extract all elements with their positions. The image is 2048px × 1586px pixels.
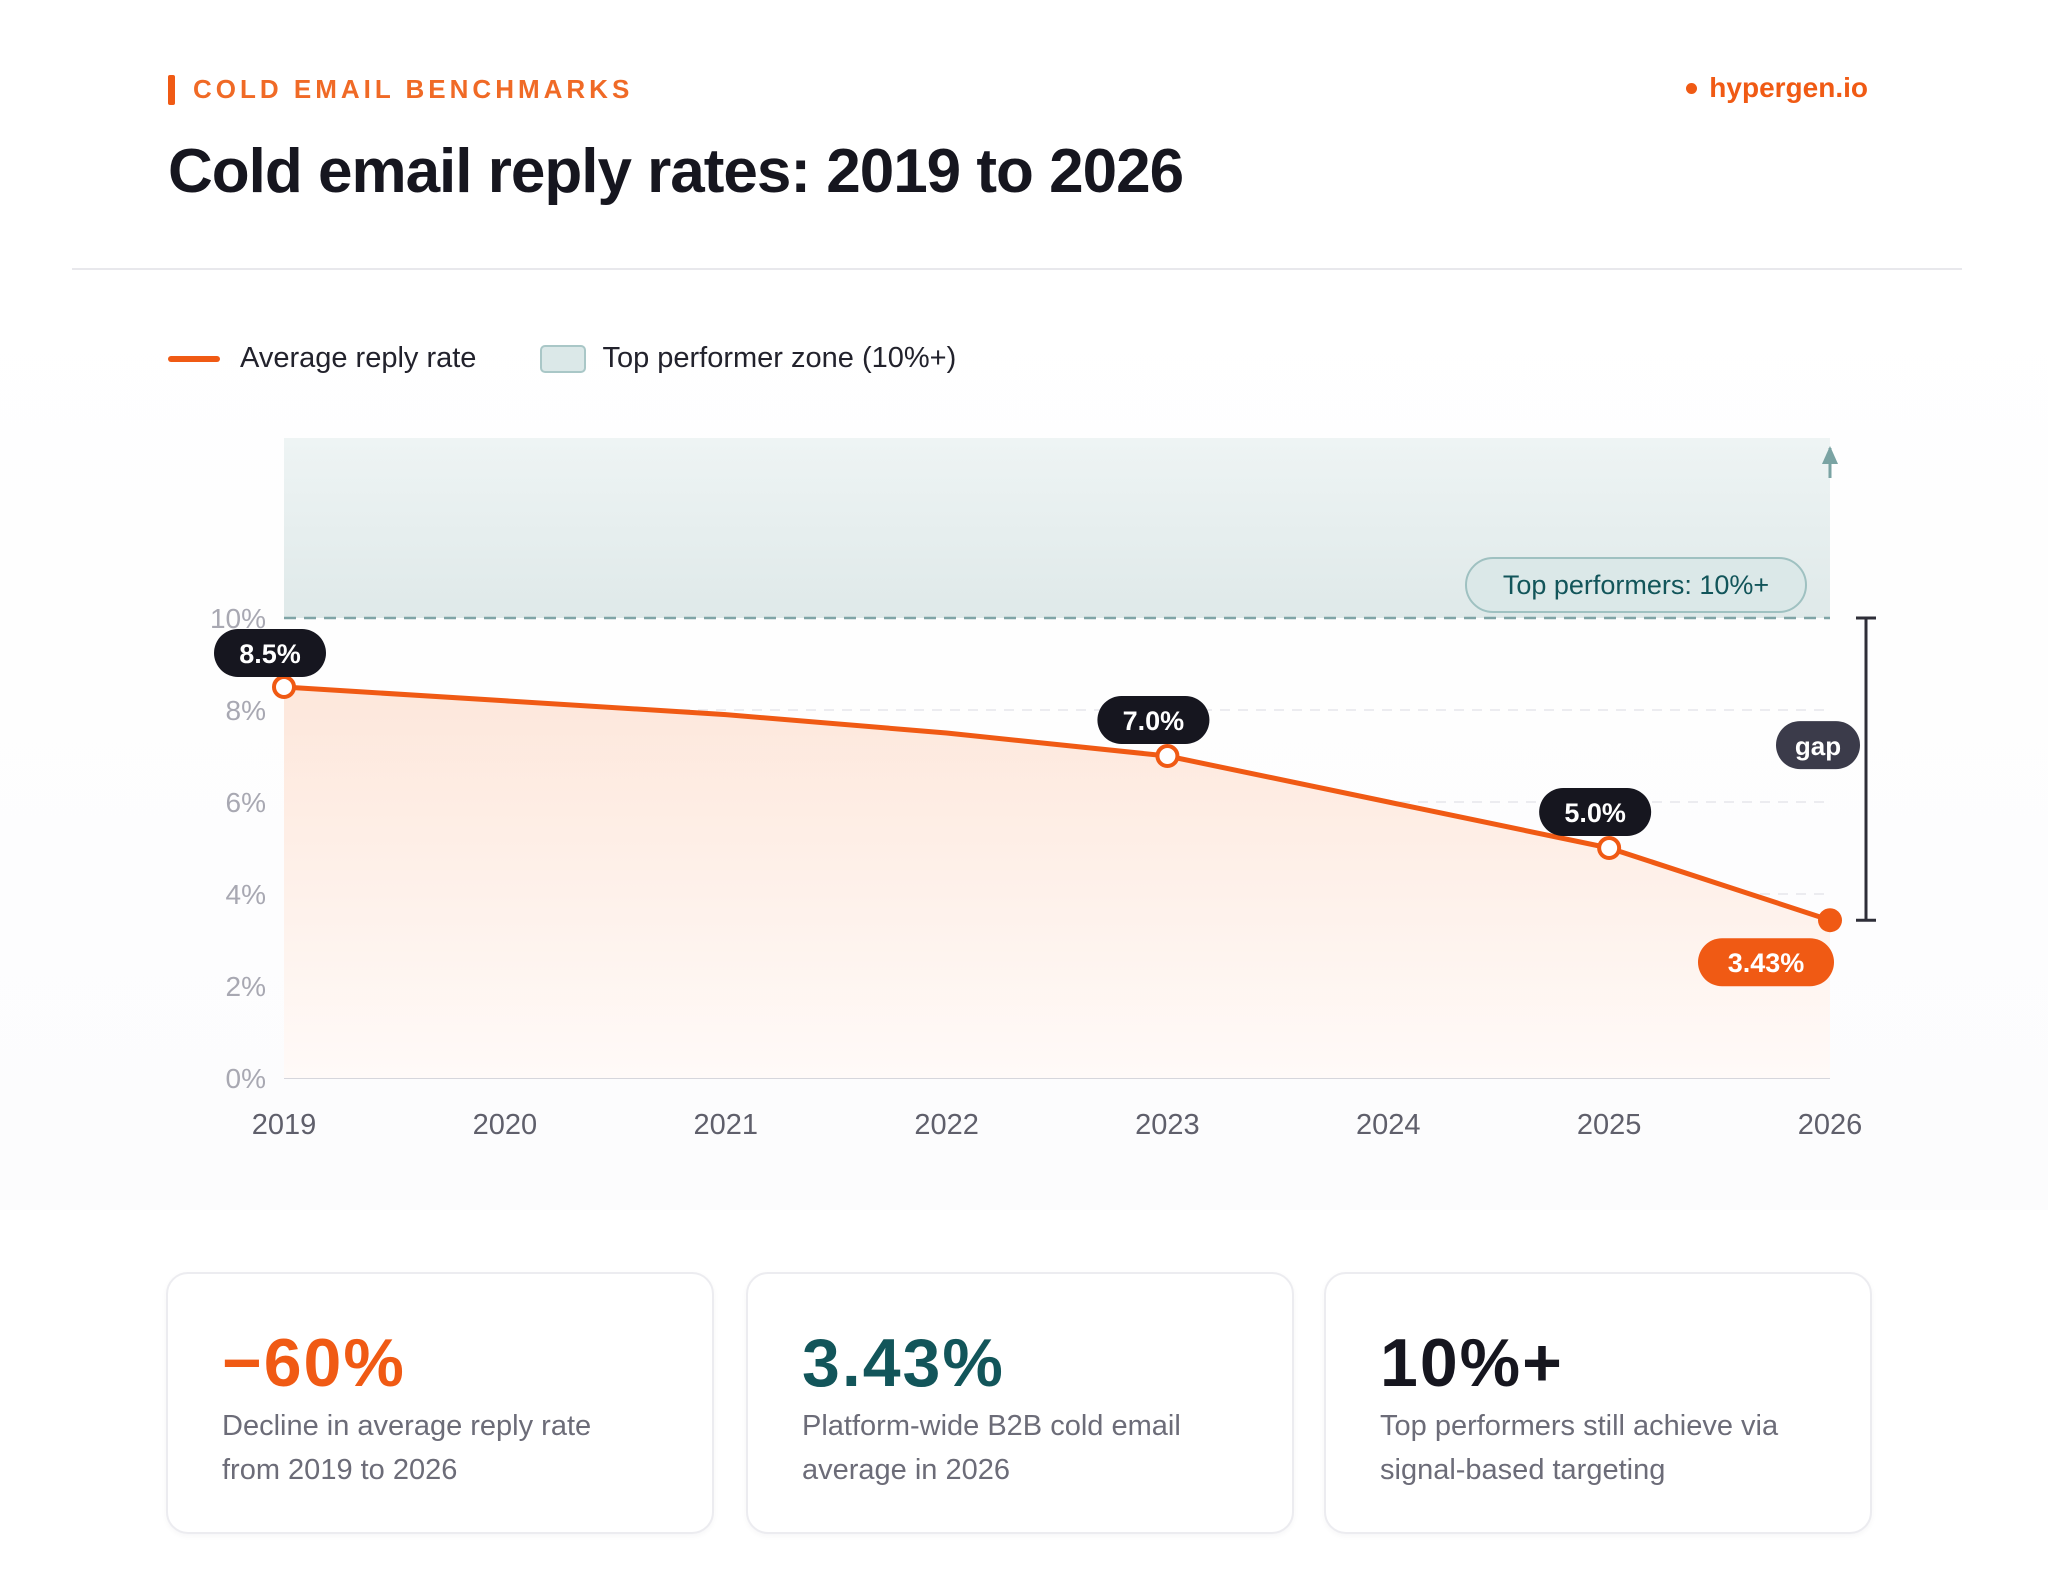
threshold-badge [1465,557,1807,613]
gap-badge [1776,721,1860,770]
y-tick-label: 0% [226,1063,266,1094]
stat-cards: −60% Decline in average reply rate from … [166,1272,1872,1534]
data-point [1818,908,1842,933]
data-label-badge [1698,938,1834,987]
brand-dot-icon [1686,82,1698,94]
stat-desc: Platform-wide B2B cold email average in … [802,1410,1181,1486]
x-tick-label: 2026 [1798,1109,1863,1141]
series-line-average-reply-rate [281,684,1833,923]
chart-legend: Average reply rate Top performer zone (1… [168,342,956,375]
x-tick-label: 2022 [914,1109,979,1141]
eyebrow: COLD EMAIL BENCHMARKS [168,74,633,105]
gap-label: gap [1795,731,1841,761]
stat-value: −60% [222,1325,406,1401]
header-divider [72,268,1962,270]
eyebrow-text: COLD EMAIL BENCHMARKS [193,74,634,104]
brand[interactable]: hypergen.io [1686,72,1868,104]
y-tick-label: 2% [226,971,266,1002]
data-label: 3.43% [1728,948,1805,978]
stat-desc: Top performers still achieve via signal-… [1380,1410,1779,1486]
data-label: 8.5% [239,639,301,669]
data-label-badge [1097,696,1210,744]
stat-desc: Decline in average reply rate from 2019 … [222,1410,592,1486]
data-point [272,675,296,699]
legend-line-label: Average reply rate [240,342,477,374]
page-title: Cold email reply rates: 2019 to 2026 [168,137,1184,206]
legend-line-swatch [168,355,220,362]
y-tick-label: 8% [226,695,266,726]
stat-card-average: 3.43% Platform-wide B2B cold email avera… [746,1272,1294,1534]
y-tick-label: 6% [226,787,266,818]
threshold-badge-label: Top performers: 10%+ [1503,570,1769,600]
legend-zone-swatch [540,344,587,373]
x-tick-label: 2020 [473,1109,538,1141]
stat-value: 3.43% [802,1325,1005,1401]
line-area-fill [284,687,1830,1078]
y-tick-label: 4% [226,879,266,910]
data-point [1155,744,1180,768]
data-label-badge [214,629,326,677]
stat-value: 10%+ [1380,1325,1564,1401]
data-label: 7.0% [1123,706,1185,736]
reply-rate-chart: Top performers: 10%+ 8.5% 7.0% 5.0% 3.43% gap… [210,438,1876,1141]
x-tick-label: 2023 [1135,1109,1200,1141]
zone-arrow-up-icon [1822,446,1838,464]
legend-zone-label: Top performer zone (10%+) [602,342,957,374]
data-label-badge [1539,788,1652,836]
x-tick-label: 2019 [252,1109,317,1141]
data-point [1597,836,1622,860]
x-tick-label: 2021 [693,1109,758,1141]
data-label: 5.0% [1564,798,1626,828]
header: COLD EMAIL BENCHMARKS hypergen.io Cold e… [0,0,2048,270]
brand-text[interactable]: hypergen.io [1709,72,1868,103]
x-tick-label: 2024 [1356,1109,1421,1141]
x-tick-label: 2025 [1577,1109,1642,1141]
stat-card-decline: −60% Decline in average reply rate from … [166,1272,714,1534]
y-tick-label: 10% [210,603,266,634]
stat-card-top: 10%+ Top performers still achieve via si… [1324,1272,1872,1534]
eyebrow-accent-bar [168,74,175,105]
